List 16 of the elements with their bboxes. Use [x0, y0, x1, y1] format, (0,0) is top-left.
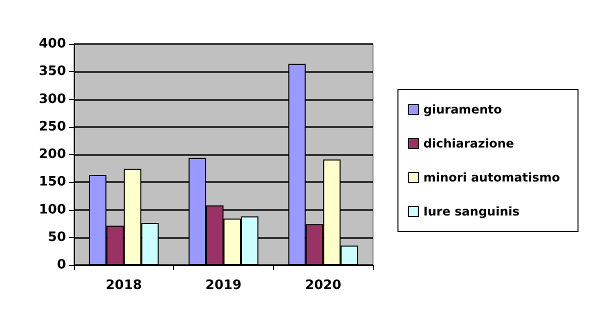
y-tick-label: 100	[38, 202, 66, 218]
y-tick-label: 50	[48, 230, 66, 245]
y-tick-label: 0	[56, 258, 66, 272]
y-tick-label: 300	[38, 92, 66, 107]
legend-label: giuramento	[423, 102, 502, 116]
x-tick-label: 2019	[205, 278, 242, 293]
y-tick-label: 350	[38, 64, 66, 80]
legend-label: minori automatismo	[423, 170, 560, 184]
legend-label: Iure sanguinis	[423, 204, 520, 218]
y-tick-label: 200	[38, 147, 66, 162]
y-tick-label: 400	[38, 36, 66, 52]
legend-label: dichiarazione	[423, 136, 514, 150]
y-tick-label: 150	[38, 174, 66, 190]
x-tick-label: 2018	[106, 278, 142, 293]
x-tick-label: 2020	[305, 278, 342, 293]
y-tick-label: 250	[38, 119, 66, 134]
